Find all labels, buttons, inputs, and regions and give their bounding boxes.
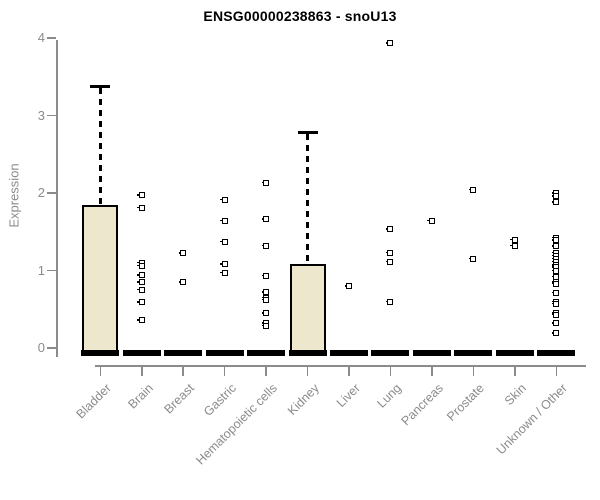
outlier-point <box>261 216 270 223</box>
outlier-point <box>137 299 145 306</box>
outlier-point <box>137 204 145 211</box>
outlier-point <box>261 296 270 303</box>
outlier-point <box>385 258 394 265</box>
median-bar <box>164 350 203 356</box>
outlier-point <box>137 262 145 269</box>
outlier-point <box>178 250 187 257</box>
outlier-point <box>385 226 394 233</box>
outlier-point <box>220 196 228 203</box>
outlier-point <box>137 279 145 286</box>
outlier-point <box>137 192 145 199</box>
outlier-point <box>510 242 518 249</box>
outlier-point <box>220 238 228 245</box>
outlier-point <box>551 267 560 274</box>
x-axis-tick <box>389 365 392 376</box>
x-axis-tick <box>431 365 433 376</box>
whisker-line <box>306 134 309 265</box>
outlier-point <box>551 320 560 327</box>
median-bar <box>330 350 368 356</box>
outlier-point <box>551 193 560 200</box>
x-axis-tick <box>306 365 309 376</box>
x-axis-tick <box>348 365 350 376</box>
median-bar <box>205 350 244 356</box>
x-axis-tick <box>472 365 475 376</box>
outlier-point <box>551 243 560 250</box>
y-axis-tick <box>47 347 56 349</box>
y-axis-tick-label: 0 <box>37 340 45 355</box>
y-axis-tick <box>47 269 56 272</box>
x-axis-tick <box>514 365 516 376</box>
outlier-point <box>220 217 228 224</box>
outlier-point <box>178 279 187 286</box>
box-iqr <box>289 264 326 352</box>
outlier-point <box>137 317 145 324</box>
whisker-line <box>99 87 102 205</box>
outlier-point <box>137 272 145 279</box>
box-iqr <box>82 204 119 352</box>
y-axis-tick <box>47 37 56 39</box>
chart-title: ENSG00000238863 - snoU13 <box>203 8 397 24</box>
y-axis-tick <box>47 114 56 117</box>
y-axis-line <box>56 40 58 357</box>
median-bar <box>81 350 120 356</box>
outlier-point <box>385 249 394 256</box>
y-axis-tick-label: 4 <box>37 30 45 45</box>
median-bar <box>454 350 493 356</box>
outlier-point <box>261 272 270 279</box>
outlier-point <box>551 311 560 318</box>
outlier-point <box>137 286 145 293</box>
outlier-point <box>261 242 270 249</box>
median-bar <box>495 350 534 356</box>
outlier-point <box>551 330 560 337</box>
x-axis-tick <box>141 365 143 376</box>
outlier-point <box>551 280 560 287</box>
outlier-point <box>551 237 560 244</box>
outlier-point <box>510 236 518 243</box>
outlier-point <box>261 322 270 329</box>
x-axis-tick <box>555 365 557 376</box>
y-axis-tick-label: 1 <box>37 262 45 278</box>
y-axis-tick-label: 2 <box>37 185 45 200</box>
x-axis-tick <box>182 365 184 376</box>
outlier-point <box>220 261 228 268</box>
x-axis-tick <box>265 365 267 376</box>
outlier-point <box>344 283 352 289</box>
outlier-point <box>427 217 435 224</box>
median-bar <box>122 350 161 356</box>
whisker-cap <box>90 84 111 88</box>
outlier-point <box>261 310 270 317</box>
median-bar <box>247 350 286 356</box>
outlier-point <box>551 300 560 307</box>
x-axis-tick <box>223 365 226 376</box>
y-axis-tick-label: 3 <box>37 107 45 123</box>
median-bar <box>371 350 410 356</box>
outlier-point <box>468 255 477 262</box>
median-bar <box>412 350 451 356</box>
whisker-cap <box>297 131 318 134</box>
median-bar <box>537 350 576 356</box>
outlier-point <box>468 186 477 193</box>
outlier-point <box>385 40 394 47</box>
outlier-point <box>385 298 394 305</box>
outlier-point <box>551 199 560 206</box>
y-axis-tick <box>47 192 56 194</box>
outlier-point <box>220 269 228 276</box>
median-bar <box>288 350 327 356</box>
outlier-point <box>261 179 270 186</box>
x-axis-tick <box>99 365 102 376</box>
x-axis-line <box>95 365 586 367</box>
outlier-point <box>551 289 560 296</box>
